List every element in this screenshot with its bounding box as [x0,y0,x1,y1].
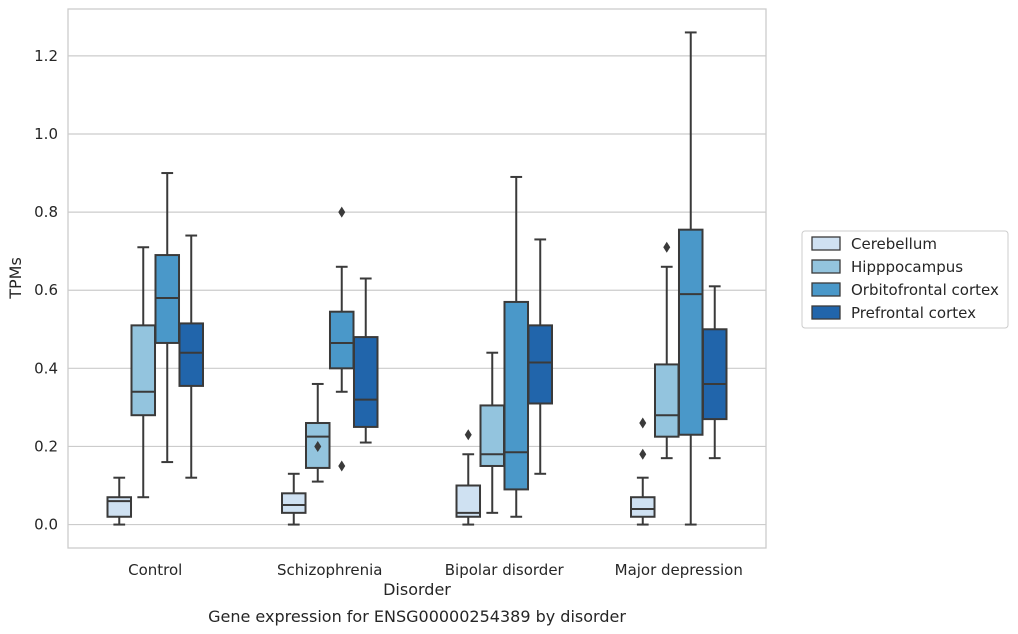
outlier-point [639,417,647,429]
box-plot-item [701,285,728,460]
box-plot-item [653,241,680,460]
box-plot-item [527,238,553,475]
y-tick-label: 0.8 [34,203,58,221]
chart-caption: Gene expression for ENSG00000254389 by d… [208,607,626,626]
outlier-point [338,206,346,218]
y-tick-label: 0.6 [34,281,58,299]
series-prefrontal-cortex [178,234,728,479]
box [630,496,656,518]
legend-swatch [811,259,841,274]
box-plot-item [106,476,133,526]
legend-item: Prefrontal cortex [811,304,976,322]
legend-item: Hipppocampus [811,258,963,276]
legend-label: Cerebellum [851,235,937,253]
legend-item: Cerebellum [811,235,937,253]
y-tick-label: 0.4 [34,359,58,377]
box [527,324,553,405]
outlier-point [338,460,346,472]
box-plot-item [352,277,379,444]
outlier-point [639,448,647,460]
x-tick-label: Major depression [615,561,743,579]
box [455,484,482,518]
legend-label: Prefrontal cortex [851,304,976,322]
x-tick-label: Control [128,561,182,579]
y-axis-label: TPMs [6,257,25,300]
y-tick-label: 0.0 [34,516,58,534]
legend-swatch [811,236,841,251]
plot-area-background [68,9,766,548]
series-orbitofrontal-cortex [154,31,704,526]
x-axis-label: Disorder [383,580,451,599]
box-plot-item [479,351,506,514]
box [130,324,157,417]
box-plot-item [304,382,331,483]
x-tick-label: Bipolar disorder [445,561,565,579]
legend-item: Orbitofrontal cortex [811,281,999,299]
box [281,492,307,514]
box [352,336,379,428]
box [677,228,704,436]
y-tick-label: 1.2 [34,47,58,65]
legend-label: Orbitofrontal cortex [851,281,999,299]
box [701,328,728,421]
legend-label: Hipppocampus [851,258,963,276]
box [653,363,680,438]
y-tick-label: 0.2 [34,437,58,455]
box-plot-item [281,472,307,526]
x-tick-label: Schizophrenia [277,561,382,579]
box-series [106,31,728,526]
box [178,322,204,387]
x-axis-ticks: Control Schizophrenia Bipolar disorder Majo… [128,561,743,579]
legend-swatch [811,305,841,320]
box-plot-item [455,429,482,526]
legend: Cerebellum Hipppocampus Orbitofrontal cort… [801,230,1009,329]
box-plot-item [130,246,157,499]
box-plot-item [328,206,355,472]
box-plot-item [503,175,530,518]
box-plot-item [178,234,204,479]
outlier-point [314,440,322,452]
box-plot-item [630,417,656,526]
box [479,404,506,467]
plot-area-border [67,8,767,549]
series-cerebellum [106,417,656,526]
box [328,310,355,370]
box [503,300,530,491]
outlier-point [663,241,671,253]
outlier-point [464,429,472,441]
y-axis-ticks: 0.0 0.2 0.4 0.6 0.8 1.0 1.2 [34,47,58,534]
legend-swatch [811,282,841,297]
legend-frame [801,230,1009,329]
series-hipppocampus [130,241,680,514]
y-tick-label: 1.0 [34,125,58,143]
box-plot-item [154,172,181,464]
